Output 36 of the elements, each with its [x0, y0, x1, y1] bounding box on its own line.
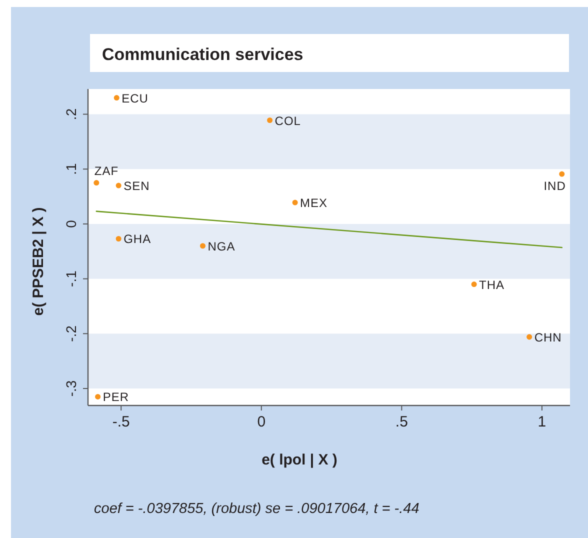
y-tick-label: .2 [63, 108, 79, 120]
point [559, 171, 565, 177]
point [471, 282, 477, 288]
annotation: CHN [534, 330, 562, 344]
y-tick-label: 0 [63, 220, 79, 228]
annotation: NGA [208, 239, 236, 254]
point [200, 243, 206, 249]
y-tick-label: -.3 [63, 380, 79, 397]
point [526, 334, 532, 340]
annotation: COL [274, 114, 301, 128]
x-tick-label: .5 [395, 414, 408, 430]
y-tick-label: -.2 [63, 325, 79, 342]
text: coef = -.0397855, (robust) se = .09017064, t = -.44 [94, 501, 420, 517]
point [292, 200, 298, 206]
annotation: GHA [124, 232, 152, 246]
annotation: MEX [300, 196, 328, 210]
y-tick-label: .1 [63, 163, 79, 175]
annotation: ZAF [94, 164, 119, 178]
point [94, 180, 100, 186]
y-tick-label: -.1 [63, 270, 79, 287]
point [114, 95, 120, 101]
annotation: SEN [124, 179, 150, 194]
y-axis-title: e( PPSEB2 | X ) [30, 207, 47, 316]
point [116, 182, 122, 188]
point [267, 118, 273, 124]
chart-title: Communication services [102, 45, 304, 64]
x-axis-title: e( lpol | X ) [262, 452, 338, 468]
annotation: IND [544, 179, 566, 194]
annotation: ECU [122, 91, 148, 106]
x-tick-label: -.5 [112, 414, 130, 430]
x-tick-label: 0 [257, 414, 266, 430]
point [95, 394, 101, 400]
x-tick-label: 1 [538, 414, 546, 430]
point [116, 236, 122, 242]
annotation: PER [102, 390, 130, 404]
annotation: THA [479, 278, 505, 292]
